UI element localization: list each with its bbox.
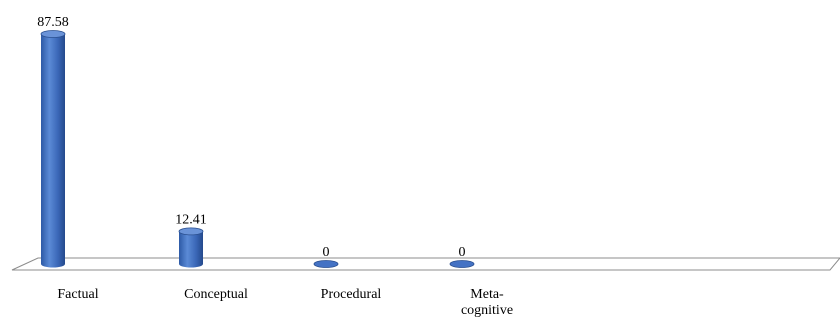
- category-label: Procedural: [321, 287, 382, 302]
- bar-procedural: [313, 260, 339, 268]
- value-label: 0: [323, 245, 330, 260]
- category-label: cognitive: [461, 303, 513, 318]
- bar-conceptual: [178, 227, 204, 268]
- value-labels-group: 87.58 12.41 0 0: [37, 15, 465, 260]
- bar-body: [41, 34, 65, 268]
- bar-top: [178, 227, 204, 236]
- category-label: Factual: [57, 287, 98, 302]
- bar-zero-disc: [313, 260, 339, 268]
- value-label: 12.41: [175, 212, 207, 227]
- bar-top: [40, 30, 66, 38]
- bar-zero-disc: [449, 260, 475, 268]
- category-labels-group: Factual Conceptual Procedural Meta-cognitiv…: [57, 287, 513, 318]
- bars-group: [40, 30, 475, 268]
- chart-floor: [11, 257, 840, 271]
- bar-factual: [40, 30, 66, 268]
- value-label: 87.58: [37, 15, 69, 30]
- category-label: Meta-: [470, 287, 504, 302]
- category-label: Conceptual: [184, 287, 248, 302]
- bar-meta-cognitive: [449, 260, 475, 268]
- bar-body: [179, 231, 203, 268]
- value-label: 0: [459, 245, 466, 260]
